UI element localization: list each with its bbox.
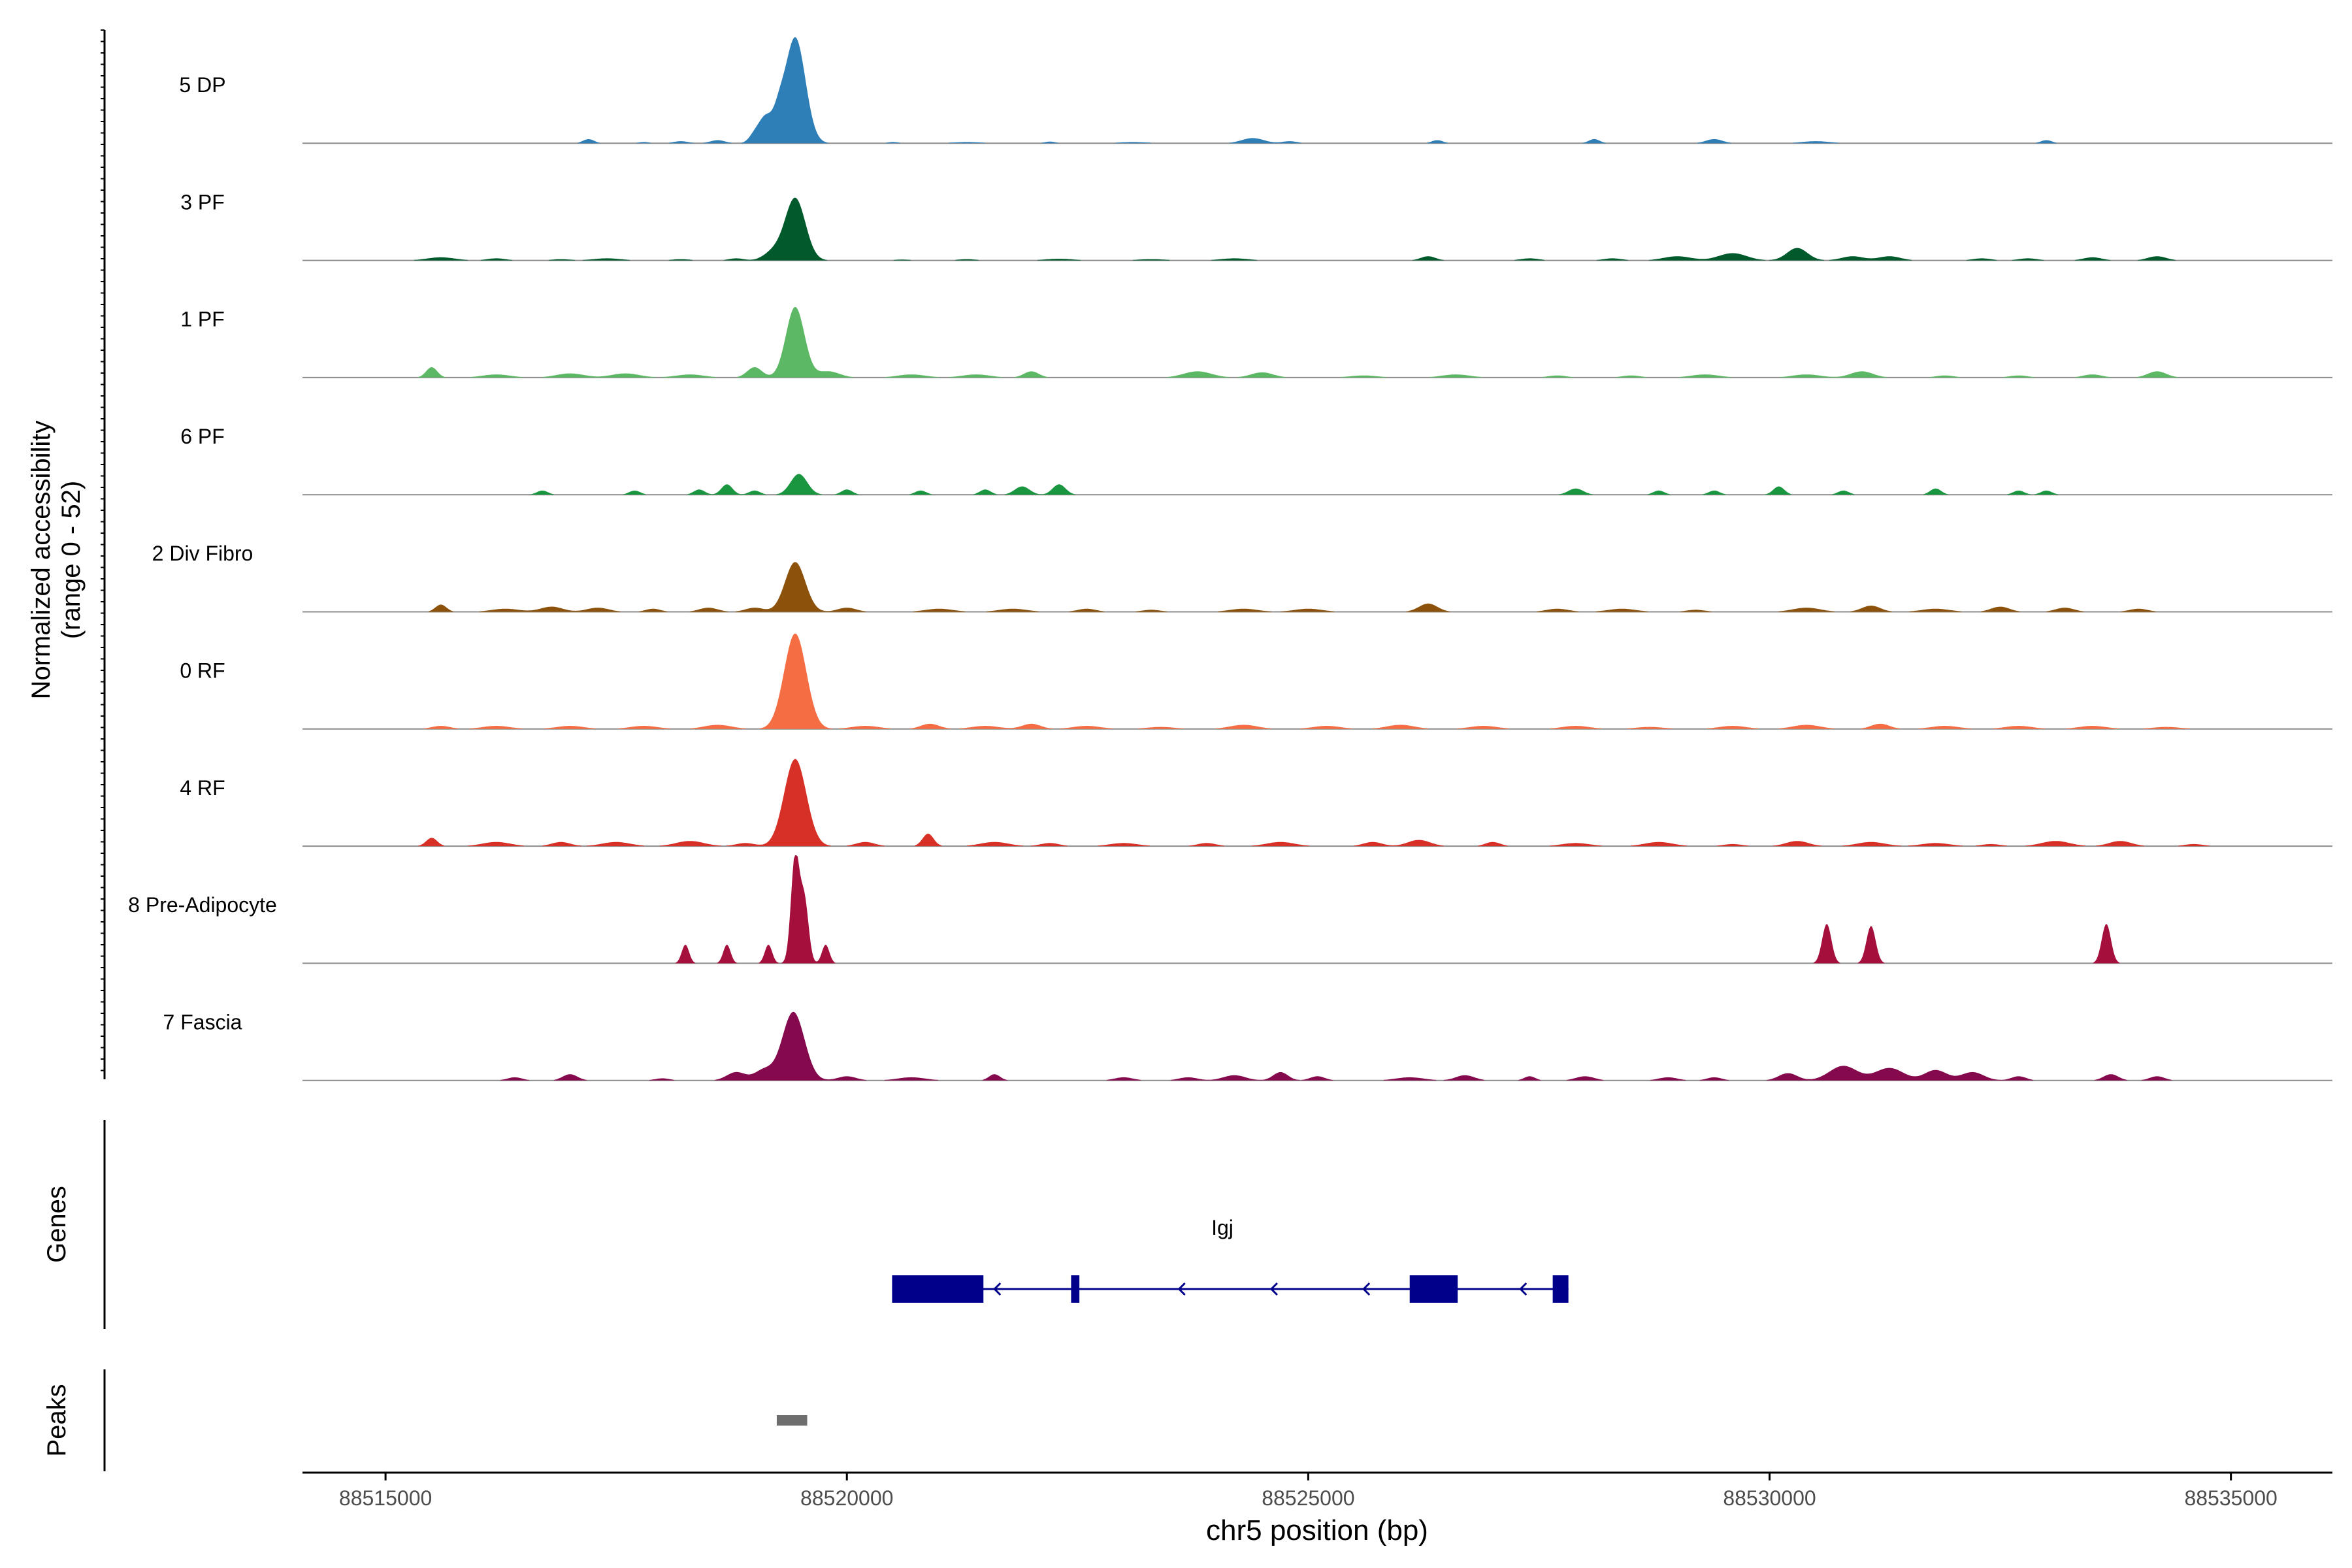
coverage-area: [302, 474, 2332, 495]
track-label: 5 DP: [179, 73, 225, 97]
gene-name-label: Igj: [1211, 1216, 1233, 1239]
track-8: 8 Pre-Adipocyte: [128, 855, 2332, 964]
track-2: 3 PF: [180, 190, 2332, 261]
x-axis-title: chr5 position (bp): [1206, 1514, 1428, 1546]
coverage-area: [302, 37, 2332, 144]
track-7: 4 RF: [180, 759, 2332, 847]
strand-arrow: [1519, 1282, 1527, 1296]
gene-model: [892, 1275, 1569, 1303]
coverage-y-axis-ticks: [101, 29, 105, 1071]
x-tick-label: 88530000: [1723, 1486, 1816, 1510]
track-9: 7 Fascia: [163, 1010, 2332, 1081]
x-tick-label: 88525000: [1262, 1486, 1354, 1510]
y-axis-title-line2: (range 0 - 52): [57, 481, 86, 639]
x-tick-label: 88515000: [339, 1486, 432, 1510]
coverage-area: [302, 306, 2332, 378]
coverage-area: [302, 633, 2332, 729]
track-label: 3 PF: [180, 190, 225, 214]
coverage-tracks: 5 DP 3 PF 1 PF 6 PF 2 Div Fibro 0 RF 4 RF 8 Pre…: [128, 37, 2332, 1081]
coverage-area: [302, 759, 2332, 847]
y-axis-title-line1: Normalized accessibility: [27, 421, 56, 700]
track-label: 7 Fascia: [163, 1010, 242, 1034]
track-label: 6 PF: [180, 425, 225, 448]
track-1: 5 DP: [179, 37, 2332, 144]
track-label: 4 RF: [180, 776, 225, 800]
coverage-area: [302, 1011, 2332, 1081]
genes-panel-label: Genes: [42, 1186, 71, 1263]
strand-arrow: [1269, 1282, 1278, 1296]
gene-exon: [1552, 1275, 1569, 1303]
strand-arrow: [1177, 1282, 1186, 1296]
track-label: 8 Pre-Adipocyte: [128, 893, 277, 917]
gene-exon: [892, 1275, 984, 1303]
strand-arrow: [1362, 1282, 1371, 1296]
track-3: 1 PF: [180, 306, 2332, 378]
x-tick-label: 88535000: [2184, 1486, 2277, 1510]
gene-exon: [1071, 1275, 1080, 1303]
peak-region: [776, 1415, 808, 1426]
track-label: 2 Div Fibro: [152, 542, 253, 565]
x-axis-ticks: 88515000 88520000 88525000 88530000 88535000: [339, 1473, 2278, 1510]
x-tick-label: 88520000: [800, 1486, 893, 1510]
peaks-panel-label: Peaks: [42, 1384, 71, 1456]
coverage-area: [302, 855, 2332, 964]
track-6: 0 RF: [180, 633, 2332, 730]
coverage-area: [302, 197, 2332, 261]
peak-regions: [776, 1415, 808, 1426]
coverage-area: [302, 562, 2332, 612]
track-label: 1 PF: [180, 308, 225, 331]
track-label: 0 RF: [180, 659, 225, 683]
gene-exon: [1409, 1275, 1458, 1303]
strand-arrow: [993, 1282, 1002, 1296]
track-5: 2 Div Fibro: [152, 542, 2332, 613]
track-4: 6 PF: [180, 425, 2332, 496]
